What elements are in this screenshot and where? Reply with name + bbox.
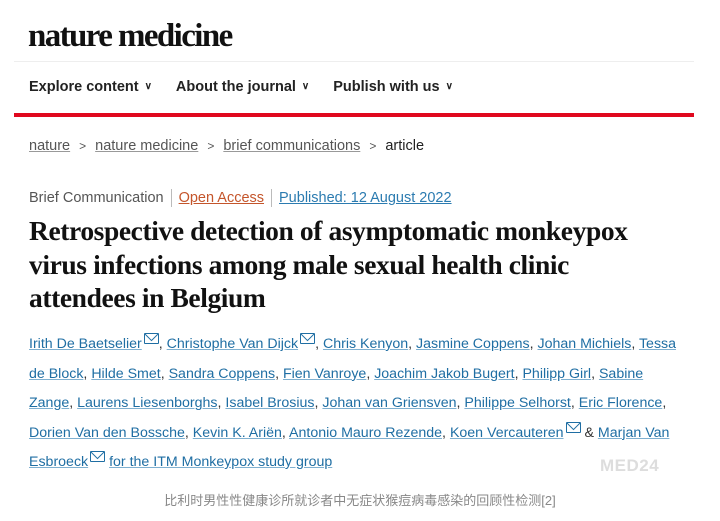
author-link[interactable]: Eric Florence (578, 395, 663, 411)
author-link[interactable]: Johan Michiels (537, 336, 632, 352)
chevron-down-icon: ∨ (445, 81, 453, 92)
author-link[interactable]: Hilde Smet (91, 365, 161, 382)
chevron-down-icon: ∨ (301, 81, 310, 92)
author-link[interactable]: for the ITM Monkeypox study group (109, 454, 333, 470)
breadcrumb-brief-communications[interactable]: brief communications (223, 138, 361, 154)
main-nav: Explore content ∨ About the journal ∨ Publ… (29, 79, 453, 95)
author-link[interactable]: Tessa de Block (29, 336, 677, 382)
author-link[interactable]: Philippe Selhorst (464, 395, 571, 411)
watermark: MED24 (600, 456, 660, 475)
email-icon[interactable] (90, 451, 106, 462)
author-separator: , (456, 395, 465, 411)
divider (14, 61, 694, 62)
nav-label: Publish with us (333, 79, 440, 95)
author-link[interactable]: Isabel Brosius (225, 395, 315, 411)
breadcrumb-nature-medicine[interactable]: nature medicine (95, 138, 199, 154)
author-link[interactable]: Chris Kenyon (322, 336, 409, 352)
author-link[interactable]: Fien Vanroye (282, 365, 367, 382)
email-icon[interactable] (300, 333, 316, 344)
author-separator: , (529, 336, 538, 352)
author-link[interactable]: Marjan Van Esbroeck (29, 424, 670, 471)
author-separator: , (662, 395, 667, 411)
divider (271, 189, 273, 207)
author-separator: , (275, 365, 283, 382)
author-separator: , (631, 336, 639, 352)
chevron-down-icon: ∨ (144, 81, 152, 92)
author-separator: , (217, 395, 226, 411)
nav-explore-content[interactable]: Explore content ∨ (29, 79, 152, 95)
divider (170, 189, 172, 207)
author-separator: , (184, 424, 193, 441)
author-list: Irith De Baetselier, Christophe Van Dijc… (29, 330, 689, 478)
nav-about-journal[interactable]: About the journal ∨ (176, 79, 309, 95)
chevron-right-icon: > (207, 139, 215, 153)
article-title: Retrospective detection of asymptomatic … (29, 215, 628, 313)
author-link[interactable]: Jasmine Coppens (416, 336, 530, 352)
author-separator: & (580, 424, 598, 441)
author-link[interactable]: Irith De Baetselier (29, 336, 142, 352)
author-separator: , (281, 424, 290, 441)
image-caption: 比利时男性性健康诊所就诊者中无症状猴痘病毒感染的回顾性检测[2] (164, 493, 556, 508)
author-separator: , (158, 336, 167, 352)
author-separator: , (570, 395, 579, 411)
author-separator: , (69, 395, 78, 411)
author-separator: , (514, 365, 523, 382)
published-date-link[interactable]: Published: 12 August 2022 (279, 189, 452, 206)
nav-publish-with-us[interactable]: Publish with us ∨ (333, 79, 453, 95)
author-separator: , (442, 424, 450, 441)
author-link[interactable]: Laurens Liesenborghs (77, 395, 218, 411)
author-link[interactable]: Dorien Van den Bossche (29, 424, 185, 441)
author-link[interactable]: Koen Vercauteren (449, 424, 564, 441)
nav-label: About the journal (175, 79, 296, 95)
chevron-right-icon: > (79, 139, 87, 153)
author-separator: , (83, 365, 92, 382)
open-access-link[interactable]: Open Access (178, 189, 265, 206)
nav-accent-bar (14, 113, 694, 117)
chevron-right-icon: > (369, 139, 377, 153)
nav-label: Explore content (29, 79, 139, 95)
author-separator: , (366, 365, 375, 382)
email-icon[interactable] (143, 333, 159, 344)
author-separator: , (314, 395, 323, 411)
author-link[interactable]: Philipp Girl (522, 365, 592, 382)
author-link[interactable]: Joachim Jakob Bugert (374, 365, 515, 382)
author-link[interactable]: Christophe Van Dijck (166, 336, 299, 352)
author-separator: , (315, 336, 323, 352)
breadcrumb: nature > nature medicine > brief communicati… (29, 138, 424, 154)
author-link[interactable]: Sandra Coppens (168, 365, 276, 382)
email-icon[interactable] (565, 421, 581, 433)
author-separator: , (160, 365, 169, 382)
author-link[interactable]: Kevin K. Ariën (192, 424, 282, 441)
author-link[interactable]: Sabine Zange (29, 365, 644, 412)
article-type: Brief Communication (29, 189, 164, 206)
author-separator: , (408, 336, 417, 352)
journal-logo[interactable]: nature medicine (28, 18, 233, 54)
author-separator: , (591, 365, 599, 382)
breadcrumb-current: article (385, 138, 425, 154)
author-link[interactable]: Antonio Mauro Rezende (289, 424, 443, 441)
article-meta: Brief Communication Open Access Published:… (29, 189, 452, 207)
breadcrumb-nature[interactable]: nature (29, 138, 71, 154)
author-link[interactable]: Johan van Griensven (322, 395, 457, 411)
